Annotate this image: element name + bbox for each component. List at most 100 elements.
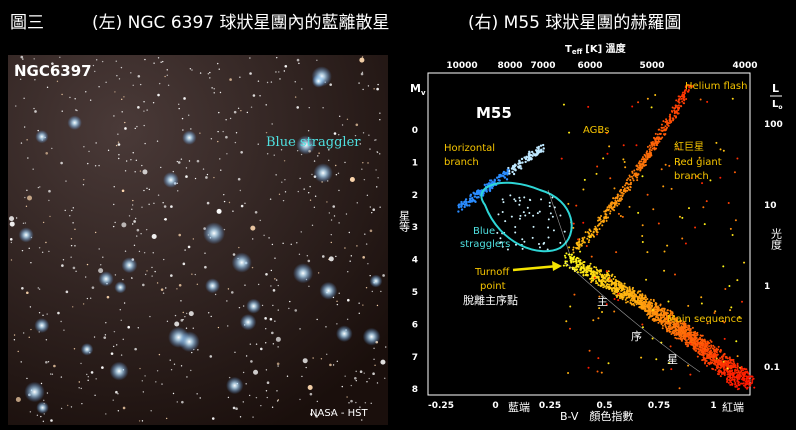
dot [719,370,722,373]
dot [669,345,672,348]
dot [669,321,672,324]
dot [683,327,686,330]
dot [502,174,505,178]
dot [748,384,751,387]
dot [719,360,722,363]
dot [656,308,659,311]
dot [723,352,726,355]
star [317,272,320,274]
dot [497,213,500,216]
star [349,177,355,183]
dot [741,367,744,370]
dot [705,360,708,363]
arrow [512,264,559,272]
star [131,277,133,279]
dot [729,376,732,379]
dot [729,359,732,362]
dot [745,368,748,371]
dot [547,236,550,239]
star [223,200,226,203]
dot [537,242,540,245]
star [15,105,17,107]
star [344,247,346,249]
dot [569,327,572,330]
star [336,303,339,306]
dot [641,240,644,243]
dot [709,339,712,342]
dot [594,225,597,228]
tick-label: 8 [412,385,418,395]
star [309,392,313,396]
dot [619,283,622,286]
dot [603,210,606,213]
star [165,417,168,420]
star [178,283,182,287]
dot [719,366,722,369]
dot [629,179,632,182]
dot [552,229,555,232]
star [230,291,234,294]
star [117,410,120,412]
dot [753,386,756,389]
star [82,184,85,186]
label: Turnoff [474,267,510,278]
blue-star [226,376,244,395]
star [235,407,238,410]
dot [733,378,736,381]
dot [669,324,672,327]
dot [582,273,585,276]
dot [521,238,524,241]
dot [632,174,635,177]
dot [729,379,732,382]
dot [667,317,670,320]
star [87,375,90,378]
star [115,344,118,346]
star [374,364,376,366]
star [61,93,63,96]
dot [736,378,739,381]
star [136,228,140,232]
dot [572,266,575,269]
dot [725,356,728,359]
star [123,96,125,98]
dot [638,296,641,299]
star [137,106,140,109]
dot [709,350,712,353]
dot [686,333,689,336]
star [50,419,53,422]
star [284,191,287,193]
dot [519,214,522,217]
star [163,205,167,208]
dot [699,344,702,347]
star [21,249,24,252]
star [82,303,85,305]
dot [663,318,666,321]
dot [665,314,668,317]
dot [596,224,599,227]
dot [686,345,689,348]
dot [603,285,606,288]
dot [591,233,594,236]
dot [583,236,586,239]
axis-text: M [410,82,421,95]
dot [726,373,729,376]
star [122,278,124,281]
star [114,91,116,93]
dot [679,322,682,325]
dot [513,165,516,169]
dot [629,299,632,302]
dot [660,123,663,126]
tick-label: 10 [764,201,777,211]
dot [606,274,609,277]
dot [664,129,667,132]
dot [505,178,509,181]
dot [592,270,595,273]
star [157,194,160,196]
dot [569,257,572,260]
dot [696,341,699,344]
dot [636,291,639,294]
dot [644,294,647,297]
star [194,177,197,180]
dot [751,379,754,382]
dot [747,380,750,383]
